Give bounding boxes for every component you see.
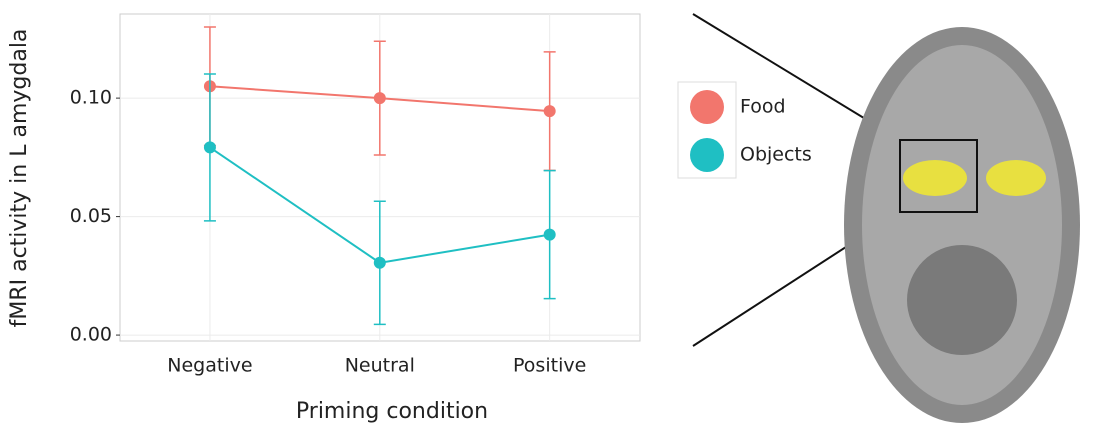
zoom-box [899,139,978,213]
legend-marker [690,90,724,124]
cerebellum [907,245,1017,355]
point [543,105,556,118]
amygdala-right [986,160,1046,196]
x-tick-label: Neutral [345,355,415,377]
legend-label: Food [740,96,786,118]
y-tick-label: 0.10 [70,87,112,109]
point [373,256,386,269]
point [543,228,556,241]
y-tick-label: 0.00 [70,324,112,346]
x-tick-label: Positive [513,355,586,377]
brain-illustration [692,13,1080,423]
legend-marker [690,138,724,172]
amygdala-left [903,160,967,196]
y-tick-label: 0.05 [70,205,112,227]
legend-label: Objects [740,144,812,166]
x-axis-label: Priming condition [296,399,488,424]
point [203,141,216,154]
y-axis-label: fMRI activity in L amygdala [7,29,32,328]
point [373,92,386,105]
x-tick-label: Negative [167,355,252,377]
